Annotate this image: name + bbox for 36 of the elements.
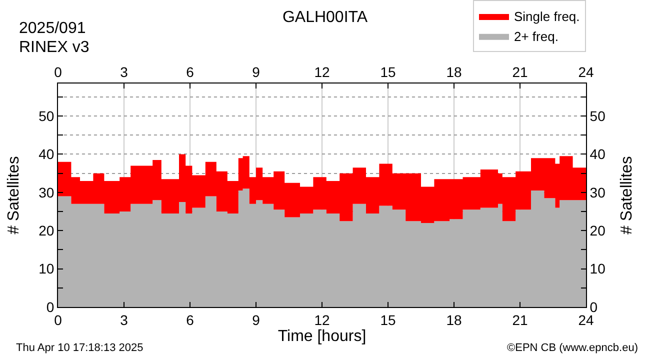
text: ©EPN CB (www.epncb.eu) <box>507 342 638 354</box>
x2-tick-label: 9 <box>252 312 260 328</box>
y-tick-label: 0 <box>46 298 54 315</box>
x2-tick-label: 15 <box>380 312 396 328</box>
x2-tick-label: 21 <box>512 312 528 328</box>
y-tick-label: 40 <box>38 146 54 162</box>
text: Thu Apr 10 17:18:13 2025 <box>16 342 144 354</box>
y2-tick-label: 10 <box>590 260 606 277</box>
x2-tick-label: 3 <box>120 312 128 328</box>
legend-label: 2+ freq. <box>514 28 558 44</box>
legend-label: Single freq. <box>514 9 580 24</box>
x-tick-label: 12 <box>314 64 330 80</box>
x-tick-label: 6 <box>186 64 194 80</box>
x-tick-label: 24 <box>578 64 594 80</box>
x-tick-label: 9 <box>252 64 260 80</box>
y2-tick-label: 20 <box>590 222 606 239</box>
y-tick-label: 30 <box>38 184 54 200</box>
chart-title: GALH00ITA <box>282 9 368 26</box>
y-axis-title: # Satellites <box>6 156 23 234</box>
x-tick-label: 21 <box>512 64 528 80</box>
x-axis-title: Time [hours] <box>278 328 366 345</box>
y-tick-label: 10 <box>38 260 54 277</box>
x2-tick-label: 6 <box>186 312 194 328</box>
x-tick-label: 18 <box>446 64 462 80</box>
x-tick-label: 3 <box>120 64 128 80</box>
y-tick-label: 50 <box>38 108 54 124</box>
text: 2025/091 <box>19 20 86 37</box>
x2-tick-label: 18 <box>446 312 462 328</box>
x2-tick-label: 12 <box>314 312 330 328</box>
text: RINEX v3 <box>19 39 90 56</box>
y-tick-label: 20 <box>38 222 54 239</box>
x-tick-label: 15 <box>380 64 396 80</box>
y2-tick-label: 40 <box>590 146 606 162</box>
y2-axis-title: # Satellites <box>618 156 636 234</box>
y2-tick-label: 50 <box>590 108 606 124</box>
y2-tick-label: 30 <box>590 184 606 200</box>
